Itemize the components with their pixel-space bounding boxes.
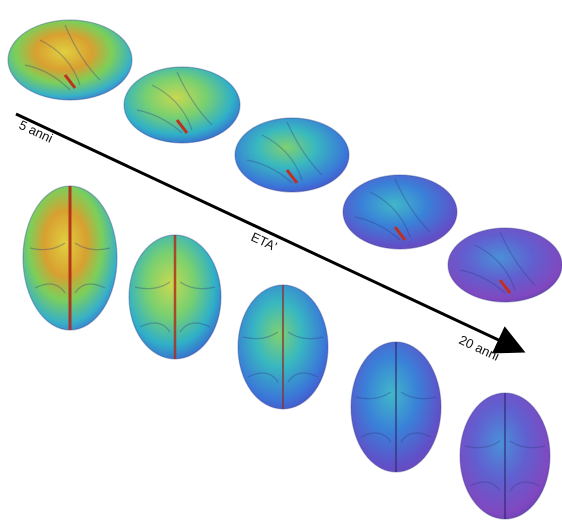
brain-top: [129, 235, 221, 359]
brain-top: [460, 393, 550, 519]
figure: 5 anni ETA' 20 anni: [0, 0, 562, 523]
brain-lateral: [124, 67, 240, 143]
brain-lateral: [448, 228, 562, 302]
start-label: 5 anni: [17, 117, 56, 146]
brain-lateral: [343, 175, 457, 249]
brain-top: [23, 186, 117, 330]
brain-top: [351, 342, 441, 472]
brain-top: [238, 285, 328, 409]
brain-lateral: [8, 20, 132, 100]
brain-lateral: [235, 118, 349, 192]
axis-label: ETA': [249, 229, 280, 254]
